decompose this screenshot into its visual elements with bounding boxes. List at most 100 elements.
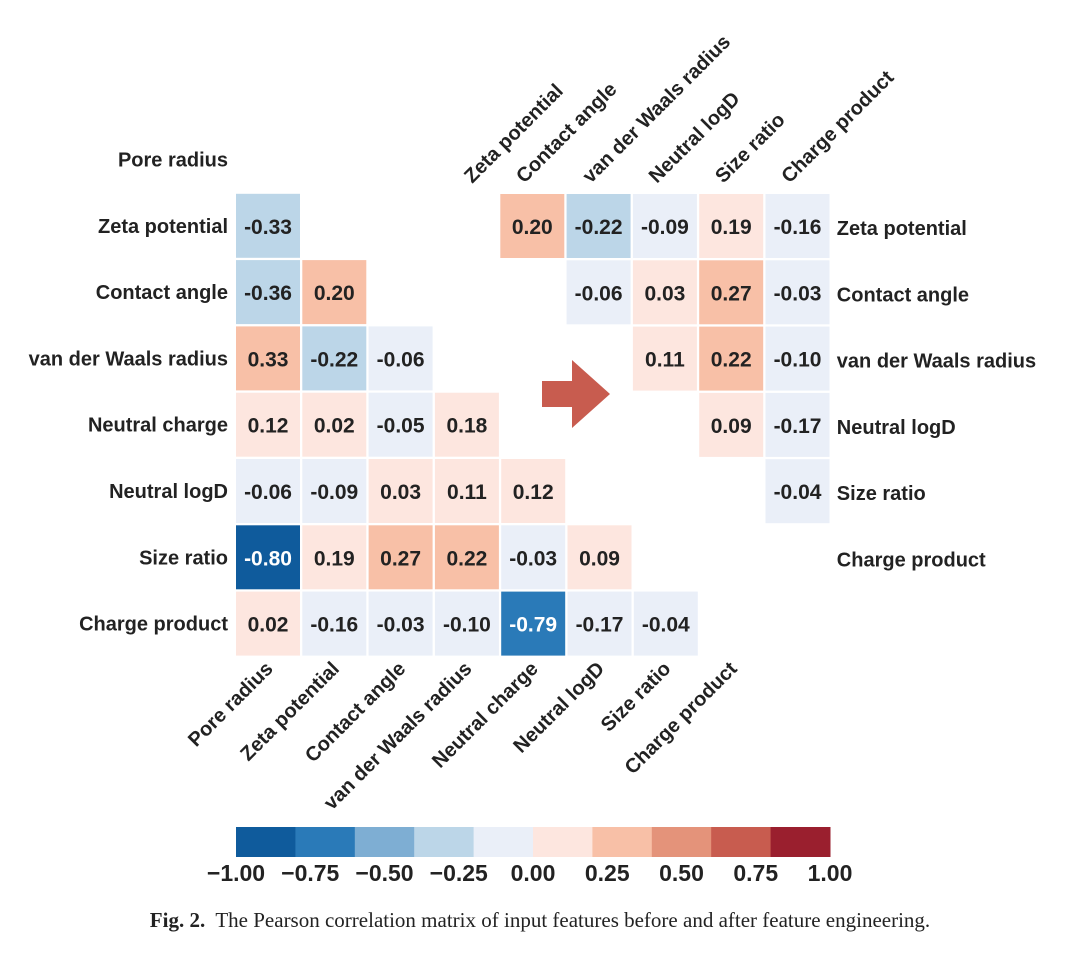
cell-value-label: 0.33 [248,348,289,371]
cell-value-label: 0.18 [446,415,487,438]
cell-value-label: -0.22 [575,216,623,239]
heatmap-cell [434,392,499,457]
row-label: Size ratio [837,483,926,505]
heatmap-cell [368,392,433,457]
colorbar-bin [592,827,653,857]
cell-value-label: 0.02 [248,614,289,637]
row-label: van der Waals radius [837,351,1036,373]
heatmap-cell [302,326,367,391]
row-label: Zeta potential [98,216,228,238]
heatmap-cell [368,525,433,590]
colorbar-tick-label: 0.00 [511,860,556,886]
heatmap-cell [236,459,300,523]
cell-value-label: 0.27 [380,547,421,570]
heatmap-cell [633,591,698,656]
heatmap-cell [632,194,697,258]
heatmap-cell [567,525,632,590]
heatmap-cell [434,459,499,523]
heatmap-cell [236,591,300,656]
colorbar-tick-label: −0.25 [430,860,488,886]
cell-value-label: -0.22 [310,348,358,371]
heatmap-cell [501,525,566,590]
colorbar-bin [711,827,772,857]
cell-value-label: -0.36 [244,282,292,305]
cell-value-label: 0.19 [314,547,355,570]
heatmap-cell [566,194,631,258]
row-label: Charge product [837,550,986,572]
cell-value-label: 0.12 [513,481,554,504]
row-label: Size ratio [139,547,228,569]
heatmap-cell [368,459,433,523]
colorbar-bin [354,827,415,857]
heatmap-cell [699,260,764,325]
cell-value-label: 0.22 [711,349,752,372]
heatmap-cell [567,591,632,656]
colorbar-bin [770,827,831,857]
heatmap-cell [434,591,499,656]
cell-value-label: -0.33 [244,216,292,239]
cell-value-label: 0.19 [711,216,752,239]
caption-text: The Pearson correlation matrix of input … [215,908,931,932]
colorbar-tick-label: 0.75 [733,860,778,886]
row-label: Neutral charge [88,415,228,437]
cell-value-label: -0.06 [377,348,425,371]
heatmap-cell [699,392,764,457]
cell-value-label: 0.27 [711,282,752,305]
heatmap-cell [566,260,631,325]
heatmap-cell [302,591,367,656]
figure-caption: Fig. 2. The Pearson correlation matrix o… [0,908,1080,933]
heatmap-cell [501,459,566,523]
heatmap-cell [236,193,300,258]
heatmap-cell [765,459,830,524]
heatmap-cell [765,392,830,457]
row-label: Neutral logD [109,481,228,503]
row-label: Pore radius [118,150,228,172]
cell-value-label: 0.02 [314,415,355,438]
heatmap-cell [699,194,764,258]
arrow-icon [542,360,610,428]
column-label: Charge product [777,66,898,187]
row-label: Contact angle [96,282,228,304]
heatmap-cell [302,459,367,523]
cell-value-label: -0.05 [377,415,425,438]
colorbar-bin [295,827,356,857]
colorbar-bin [533,827,593,857]
colorbar: −1.00 −0.75 −0.50 −0.25 0.00 0.25 0.50 0.75 1.00 [207,827,852,886]
cell-value-label: -0.04 [774,481,822,504]
colorbar-tick-label: −0.50 [355,860,413,886]
heatmap-cell [765,326,830,391]
cell-value-label: 0.03 [644,282,685,305]
colorbar-tick-label: −0.75 [281,860,339,886]
column-label: Charge product [621,658,742,779]
heatmap-cell [500,194,565,258]
heatmap-cell [236,525,300,590]
colorbar-bin [236,827,296,857]
heatmap-cell [302,392,367,457]
heatmap-cell [368,591,433,656]
cell-value-label: 0.03 [380,481,421,504]
heatmap-cell [368,326,433,391]
colorbar-bin [414,827,475,857]
heatmap-cell [632,260,697,325]
colorbar-bin [651,827,712,857]
cell-value-label: -0.03 [509,547,557,570]
colorbar-tick-label: −1.00 [207,860,265,886]
cell-value-label: 0.11 [645,349,685,372]
colorbar-tick-label: 1.00 [808,860,853,886]
cell-value-label: -0.10 [443,614,491,637]
cell-value-label: 0.12 [248,415,289,438]
cell-value-label: 0.09 [711,415,752,438]
heatmap-cell [302,260,367,325]
row-label: Neutral logD [837,417,956,439]
cell-value-label: -0.17 [576,614,624,637]
heatmap-cell [236,260,300,325]
cell-value-label: -0.16 [774,216,822,239]
cell-value-label: 0.20 [512,216,553,239]
cell-value-label: -0.03 [377,614,425,637]
heatmap-cell [699,326,764,391]
cell-value-label: -0.03 [774,282,822,305]
cell-value-label: -0.09 [641,216,689,239]
cell-value-label: -0.06 [244,481,292,504]
row-label: Charge product [79,614,228,636]
